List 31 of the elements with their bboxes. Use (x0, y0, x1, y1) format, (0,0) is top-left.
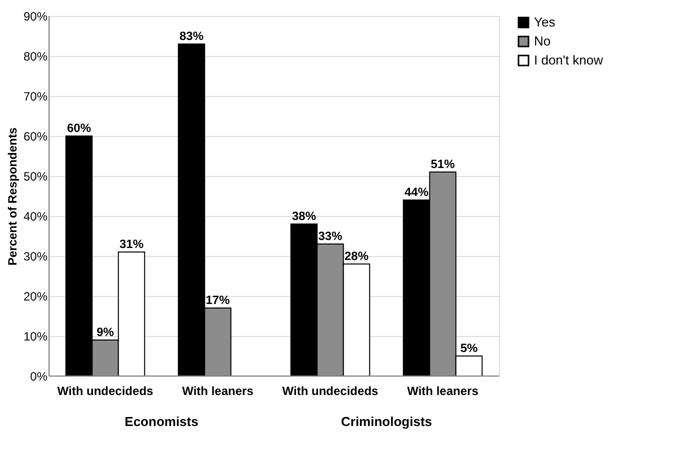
x-tick-label: With undecideds (282, 384, 379, 398)
y-tick-label: 70% (23, 90, 48, 104)
y-tick-label: 20% (23, 290, 48, 304)
data-label: 51% (430, 157, 456, 171)
data-label: 38% (292, 209, 316, 223)
y-tick-label: 60% (23, 130, 48, 144)
data-label: 31% (119, 237, 144, 251)
text: Economists (124, 414, 198, 429)
x-tick-label: With leaners (407, 384, 479, 398)
data-label: 5% (460, 341, 478, 355)
x-tick-label: With undecideds (57, 384, 154, 398)
data-label: 33% (318, 229, 343, 243)
y-tick-label: 90% (23, 10, 48, 24)
data-label: 83% (179, 29, 204, 43)
data-label: 60% (66, 121, 92, 135)
y-axis-title: Percent of Respondents (5, 127, 20, 266)
y-tick-label: 80% (23, 50, 48, 64)
data-label: 9% (96, 325, 114, 339)
legend-label: I don't know (534, 52, 604, 68)
text: Criminologists (340, 414, 432, 429)
y-tick-label: 10% (23, 330, 48, 344)
x-tick-label: With leaners (182, 384, 254, 398)
data-label: 28% (344, 249, 369, 263)
data-label: 17% (206, 293, 230, 307)
y-tick-label: 30% (23, 250, 48, 264)
data-label: 44% (404, 185, 429, 199)
y-tick-label: 0% (30, 370, 48, 384)
y-tick-label: 40% (23, 210, 48, 224)
legend-label: Yes (534, 14, 556, 30)
y-tick-label: 50% (23, 170, 48, 184)
legend-label: No (534, 34, 551, 48)
